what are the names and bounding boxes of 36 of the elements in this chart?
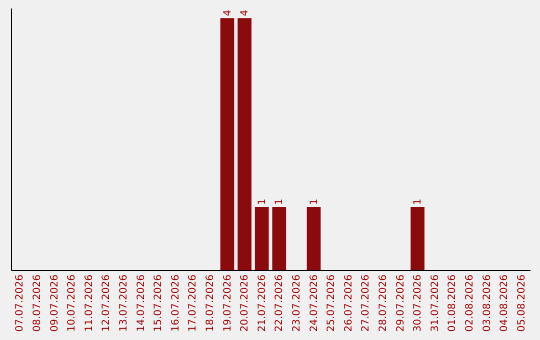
data-label: 1 xyxy=(412,198,424,206)
x-tick-label: 31.07.2026 xyxy=(430,274,441,332)
x-tick-label: 10.07.2026 xyxy=(66,274,78,332)
data-label: 1 xyxy=(308,198,320,206)
data-label: 4 xyxy=(222,10,234,16)
x-tick-label: 29.07.2026 xyxy=(395,274,406,332)
x-tick-label: 01.08.2026 xyxy=(447,274,458,332)
x-tick-label: 23.07.2026 xyxy=(291,274,302,332)
x-tick-label: 20.07.2026 xyxy=(240,274,251,332)
x-tick-label: 05.08.2026 xyxy=(516,274,528,332)
x-tick-label: 18.07.2026 xyxy=(204,274,216,332)
x-tick-label: 08.07.2026 xyxy=(32,274,43,332)
x-tick-label: 22.07.2026 xyxy=(274,274,286,332)
x-tick-label: 11.07.2026 xyxy=(84,274,95,332)
x-tick-label: 28.07.2026 xyxy=(378,274,389,332)
x-tick-label: 30.07.2026 xyxy=(412,274,424,332)
x-tick-label: 02.08.2026 xyxy=(464,274,476,332)
data-label: 4 xyxy=(240,10,251,16)
x-tick-label: 14.07.2026 xyxy=(136,274,147,332)
data-label: 1 xyxy=(256,198,268,206)
x-tick-label: 04.08.2026 xyxy=(499,274,510,332)
x-tick-label: 16.07.2026 xyxy=(170,274,182,332)
x-tick-label: 07.07.2026 xyxy=(14,274,26,332)
x-tick-label: 09.07.2026 xyxy=(49,274,60,332)
x-tick-label: 25.07.2026 xyxy=(326,274,338,332)
x-tick-label: 12.07.2026 xyxy=(101,274,112,332)
x-tick-label: 26.07.2026 xyxy=(343,274,354,332)
x-tick-label: 21.07.2026 xyxy=(256,274,268,332)
x-tick-label: 24.07.2026 xyxy=(308,274,320,332)
data-label: 1 xyxy=(274,198,286,206)
x-tick-label: 27.07.2026 xyxy=(360,274,372,332)
x-tick-label: 13.07.2026 xyxy=(118,274,130,332)
x-tick-label: 15.07.2026 xyxy=(153,274,164,332)
x-tick-label: 19.07.2026 xyxy=(222,274,234,332)
x-tick-label: 03.08.2026 xyxy=(482,274,493,332)
x-tick-label: 17.07.2026 xyxy=(188,274,199,332)
